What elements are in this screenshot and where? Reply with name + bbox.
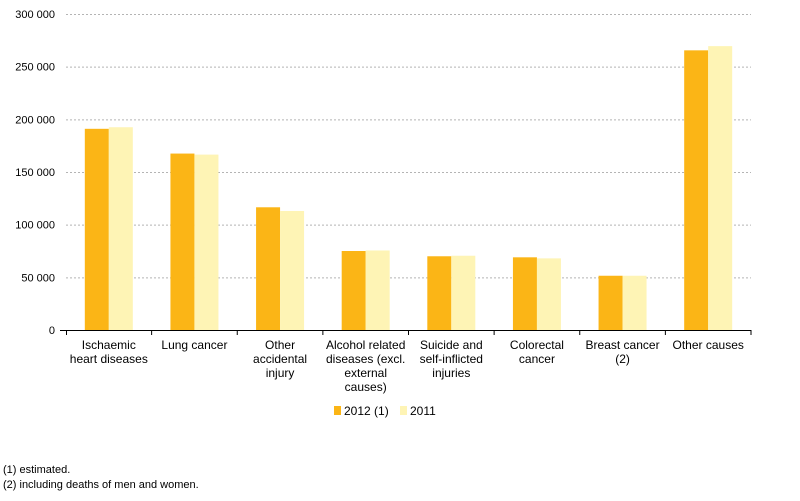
y-tick-label: 300 000 xyxy=(15,9,55,21)
legend: 2012 (1) 2011 xyxy=(334,404,436,418)
footnote-estimated: (1) estimated. xyxy=(3,464,71,476)
axes xyxy=(60,330,752,335)
bar xyxy=(256,207,281,330)
x-tick-label: Lung cancer xyxy=(161,338,227,352)
x-tick-label: Suicide and self-inflicted injuries xyxy=(420,338,483,380)
footnotes: (1) estimated. (2) including deaths of m… xyxy=(3,463,199,493)
bar xyxy=(194,154,219,330)
bar xyxy=(280,210,305,330)
bar xyxy=(365,250,390,330)
bars xyxy=(84,46,733,331)
y-tick-labels: 0 50 000 100 000 150 000 200 000 250 000 300 0… xyxy=(15,9,55,337)
bar xyxy=(684,50,709,331)
bar xyxy=(84,128,109,330)
y-tick-label: 0 xyxy=(49,325,55,337)
bar xyxy=(622,275,647,330)
y-tick-label: 250 000 xyxy=(15,62,55,74)
x-tick-label: Other accidental injury xyxy=(253,338,307,380)
y-tick-label: 50 000 xyxy=(21,272,55,284)
legend-label: 2011 xyxy=(410,404,436,418)
x-tick-label: Other causes xyxy=(673,338,744,352)
x-tick-label: Ischaemic heart diseases xyxy=(70,338,148,366)
legend-label: 2012 (1) xyxy=(344,404,389,418)
footnote-breast-cancer: (2) including deaths of men and women. xyxy=(3,479,199,491)
x-tick-label: Colorectal cancer xyxy=(510,338,564,366)
bar xyxy=(451,255,476,330)
legend-swatch xyxy=(400,406,407,415)
y-tick-label: 200 000 xyxy=(15,114,55,126)
x-tick-label: Breast cancer (2) xyxy=(586,338,660,366)
bar xyxy=(427,256,452,330)
gridlines xyxy=(66,14,751,279)
bar xyxy=(170,153,195,330)
x-tick-labels: Ischaemic heart diseases Lung cancer Other a… xyxy=(70,338,744,394)
y-tick-label: 150 000 xyxy=(15,167,55,179)
y-tick-label: 100 000 xyxy=(15,220,55,232)
x-tick-label: Alcohol related diseases (excl. external ca… xyxy=(326,338,405,394)
bar xyxy=(598,275,623,330)
bar xyxy=(536,258,561,330)
bar xyxy=(512,257,537,330)
legend-swatch xyxy=(334,406,341,415)
bar xyxy=(108,127,133,330)
bar xyxy=(341,251,366,330)
bar xyxy=(708,46,733,330)
